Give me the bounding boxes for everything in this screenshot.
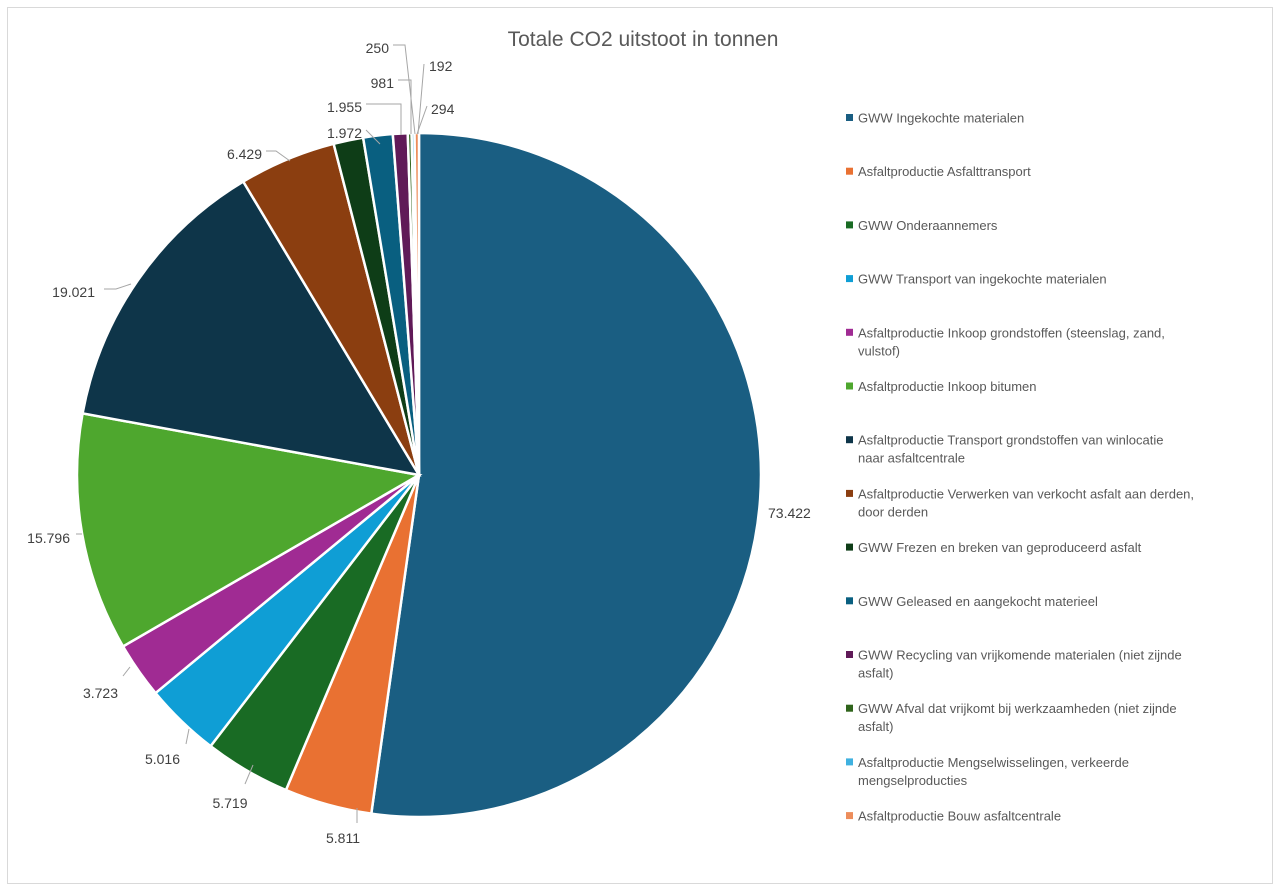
data-label: 5.016 <box>145 751 180 767</box>
data-label: 6.429 <box>227 146 262 162</box>
label-leader-line <box>266 150 291 162</box>
label-leader-line <box>104 283 132 290</box>
data-label: 3.723 <box>83 685 118 701</box>
legend-item[interactable]: GWW Onderaannemers <box>846 218 998 233</box>
label-leader-line <box>416 105 428 135</box>
data-label: 5.811 <box>326 830 360 846</box>
legend-label: Asfaltproductie Inkoop bitumen <box>858 379 1037 394</box>
label-leader-line <box>398 79 412 134</box>
legend-swatch <box>846 489 853 497</box>
pie-slices <box>75 131 763 819</box>
legend-label: Asfaltproductie Asfalttransport <box>858 164 1031 179</box>
legend-item[interactable]: GWW Ingekochte materialen <box>846 111 1024 126</box>
legend-swatch <box>846 167 853 175</box>
legend-label: GWW Recycling van vrijkomende materialen… <box>858 648 1182 681</box>
legend: GWW Ingekochte materialen Asfaltproductie… <box>846 111 1194 824</box>
pie-slice[interactable] <box>81 179 422 477</box>
legend-item[interactable]: Asfaltproductie Bouw asfaltcentrale <box>846 809 1061 824</box>
legend-item[interactable]: Asfaltproductie Inkoop bitumen <box>846 379 1037 394</box>
legend-label: Asfaltproductie Inkoop grondstoffen (ste… <box>858 325 1165 358</box>
legend-swatch <box>846 758 853 766</box>
legend-label: Asfaltproductie Verwerken van verkocht a… <box>858 486 1194 519</box>
data-label: 5.719 <box>212 795 247 811</box>
legend-swatch <box>846 328 853 336</box>
label-leader-line <box>393 44 416 135</box>
legend-swatch <box>846 651 853 658</box>
legend-item[interactable]: GWW Frezen en breken van geproduceerd as… <box>846 540 1142 555</box>
legend-label: GWW Ingekochte materialen <box>858 111 1024 126</box>
pie-slice[interactable] <box>369 131 763 819</box>
legend-label: Asfaltproductie Transport grondstoffen v… <box>858 433 1163 466</box>
data-label: 294 <box>431 101 455 117</box>
legend-label: Asfaltproductie Mengselwisselingen, verk… <box>858 755 1129 788</box>
label-leader-line <box>244 764 254 785</box>
data-label: 192 <box>429 58 453 74</box>
data-labels: 73.422 5.811 5.719 5.016 3.723 15.796 19.021 6.… <box>27 40 811 846</box>
data-label: 1.955 <box>327 99 362 115</box>
data-label: 1.972 <box>327 125 362 141</box>
legend-label: GWW Frezen en breken van geproduceerd as… <box>858 540 1142 555</box>
legend-swatch <box>846 704 853 712</box>
legend-swatch <box>846 114 853 121</box>
pie-chart: Totale CO2 uitstoot in tonnen 73.422 5.81… <box>27 28 1194 846</box>
legend-swatch <box>846 543 853 551</box>
legend-swatch <box>846 382 853 390</box>
label-leader-line <box>365 129 381 145</box>
legend-swatch <box>846 275 853 283</box>
chart-area: Totale CO2 uitstoot in tonnen 73.422 5.81… <box>7 7 1273 884</box>
legend-label: GWW Geleased en aangekocht materieel <box>858 594 1098 609</box>
data-label: 15.796 <box>27 530 70 546</box>
legend-item[interactable]: GWW Afval dat vrijkomt bij werkzaamheden… <box>846 701 1177 734</box>
legend-label: Asfaltproductie Bouw asfaltcentrale <box>858 809 1061 824</box>
legend-item[interactable]: Asfaltproductie Inkoop grondstoffen (ste… <box>846 325 1165 358</box>
legend-item[interactable]: Asfaltproductie Verwerken van verkocht a… <box>846 486 1194 519</box>
legend-item[interactable]: GWW Transport van ingekochte materialen <box>846 272 1107 287</box>
label-leader-line <box>417 63 425 135</box>
legend-label: GWW Transport van ingekochte materialen <box>858 272 1107 287</box>
legend-swatch <box>846 221 853 229</box>
legend-label: GWW Onderaannemers <box>858 218 998 233</box>
legend-item[interactable]: Asfaltproductie Transport grondstoffen v… <box>846 433 1163 466</box>
legend-item[interactable]: Asfaltproductie Mengselwisselingen, verk… <box>846 755 1129 788</box>
label-leader-line <box>185 728 190 745</box>
chart-title: Totale CO2 uitstoot in tonnen <box>508 28 779 51</box>
legend-item[interactable]: GWW Geleased en aangekocht materieel <box>846 594 1098 609</box>
label-leader-line <box>122 666 131 677</box>
legend-swatch <box>846 812 853 820</box>
legend-swatch <box>846 597 853 605</box>
label-leader-line <box>366 103 402 135</box>
data-label: 250 <box>366 40 390 56</box>
legend-label: GWW Afval dat vrijkomt bij werkzaamheden… <box>858 701 1177 734</box>
legend-swatch <box>846 436 853 444</box>
data-label: 19.021 <box>52 284 95 300</box>
legend-item[interactable]: Asfaltproductie Asfalttransport <box>846 164 1031 179</box>
pie-slice[interactable] <box>75 411 423 649</box>
legend-item[interactable]: GWW Recycling van vrijkomende materialen… <box>846 648 1182 681</box>
data-label: 981 <box>371 75 395 91</box>
data-label: 73.422 <box>768 505 811 521</box>
